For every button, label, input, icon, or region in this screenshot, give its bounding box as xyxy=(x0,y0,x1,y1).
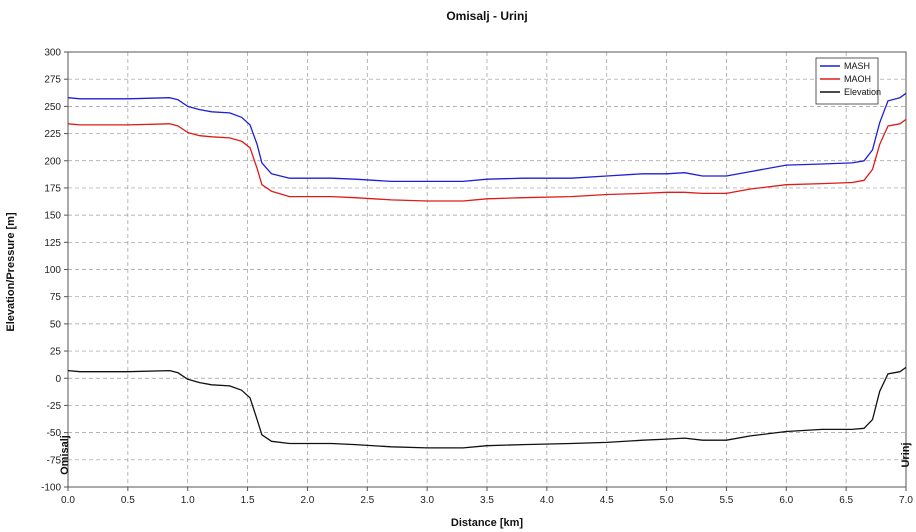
y-tick-label: 50 xyxy=(50,319,62,330)
y-tick-label: -50 xyxy=(47,428,62,439)
x-tick-label: 1.5 xyxy=(241,495,255,506)
legend-label-elevation: Elevation xyxy=(844,87,881,97)
y-tick-label: 75 xyxy=(50,292,62,303)
series-line-mash xyxy=(67,92,907,183)
x-tick-label: 7.0 xyxy=(899,495,913,506)
x-tick-label: 0.5 xyxy=(121,495,135,506)
end-location-label: Urinj xyxy=(900,442,912,467)
y-axis-label: Elevation/Pressure [m] xyxy=(5,212,17,332)
y-tick-label: 100 xyxy=(44,265,61,276)
legend-label-maoh: MAOH xyxy=(844,74,871,84)
y-axis-ticks: 3002752502252001751501251007550250-25-50… xyxy=(41,48,68,494)
legend-label-mash: MASH xyxy=(844,61,870,71)
start-location-label: Omisalj xyxy=(59,435,71,475)
x-tick-label: 4.0 xyxy=(540,495,554,506)
series-line-maoh xyxy=(67,118,907,202)
y-tick-label: 25 xyxy=(50,347,62,358)
x-tick-label: 3.0 xyxy=(420,495,434,506)
x-tick-label: 4.5 xyxy=(600,495,614,506)
y-tick-label: 175 xyxy=(44,183,61,194)
x-tick-label: 5.5 xyxy=(719,495,733,506)
x-tick-label: 1.0 xyxy=(181,495,195,506)
x-tick-label: 0.0 xyxy=(61,495,75,506)
x-tick-label: 6.0 xyxy=(779,495,793,506)
y-tick-label: 125 xyxy=(44,238,61,249)
x-axis-ticks: 0.0 0.5 1.0 1.5 2.0 2.5 3.0 3.5 4.0 4.5 5.0 5.5 6.0 6… xyxy=(61,487,913,506)
legend: MASH MAOH Elevation xyxy=(815,57,881,105)
y-tick-label: 225 xyxy=(44,129,61,140)
x-tick-label: 3.5 xyxy=(480,495,494,506)
y-tick-label: 200 xyxy=(44,156,61,167)
x-tick-label: 2.0 xyxy=(300,495,314,506)
y-tick-label: -100 xyxy=(41,483,61,494)
y-tick-label: 0 xyxy=(55,374,61,385)
y-tick-label: 300 xyxy=(44,48,61,59)
x-axis-label: Distance [km] xyxy=(451,517,523,529)
y-tick-label: 150 xyxy=(44,211,61,222)
y-tick-label: 250 xyxy=(44,102,61,113)
y-tick-label: -25 xyxy=(47,401,62,412)
x-tick-label: 6.5 xyxy=(839,495,853,506)
x-tick-label: 5.0 xyxy=(660,495,674,506)
chart-title: Omisalj - Urinj xyxy=(446,9,527,23)
series-line-elevation xyxy=(67,366,907,449)
y-tick-label: 275 xyxy=(44,75,61,86)
series-lines xyxy=(67,92,907,449)
y-tick-label: -75 xyxy=(47,455,62,466)
x-tick-label: 2.5 xyxy=(360,495,374,506)
